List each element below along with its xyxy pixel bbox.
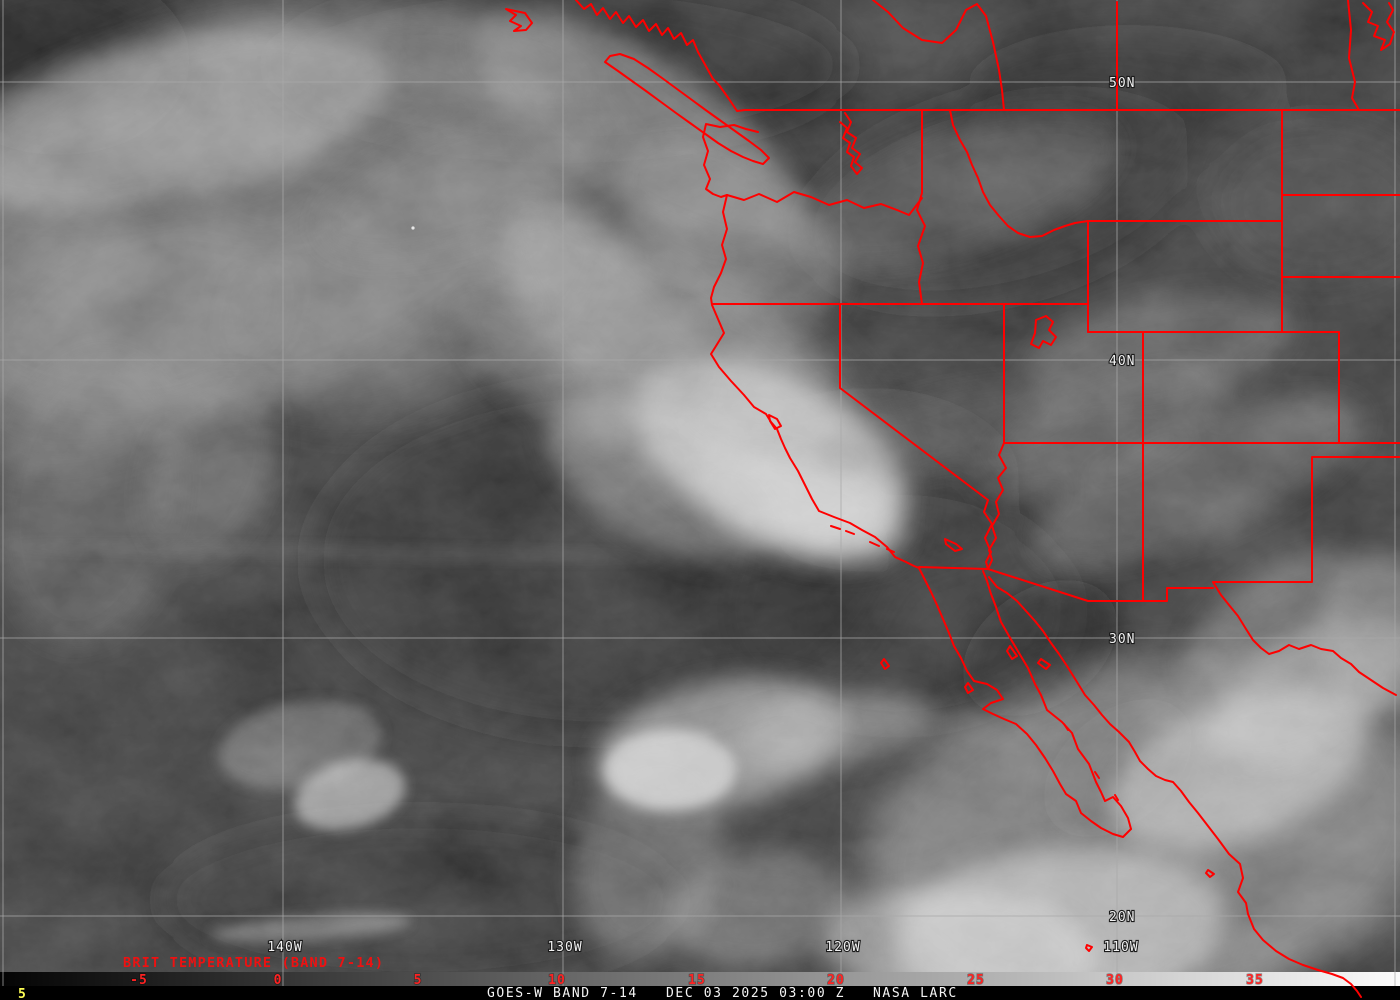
colorbar-tick: 20 <box>827 973 845 988</box>
colorbar-tick: 5 <box>414 973 423 988</box>
lat-label-30n: 30N <box>1109 632 1135 647</box>
washington-coastline <box>702 123 759 198</box>
colorbar-tick: 30 <box>1106 973 1124 988</box>
lon-label-140w: 140W <box>267 940 302 955</box>
lat-label-50n: 50N <box>1109 76 1135 91</box>
footer-caption: GOES-W BAND 7-14 DEC 03 2025 03:00 Z NAS… <box>487 986 958 1000</box>
salton-sea-outline <box>944 538 963 552</box>
colorbar-tick: 0 <box>274 973 283 988</box>
lon-label-110w: 110W <box>1103 940 1138 955</box>
washington-idaho-border <box>916 109 926 305</box>
saskatchewan-manitoba-line <box>1347 0 1360 111</box>
footer-corner-label: 5 <box>18 987 26 1000</box>
colorbar-strip <box>0 972 1400 986</box>
puget-sound-outline <box>839 112 863 175</box>
colorbar-tick-labels: -5 0 5 10 15 20 25 30 35 <box>129 972 1264 989</box>
colorbar-title: BRIT TEMPERATURE (BAND 7-14) <box>123 955 384 971</box>
bc-islands-outline <box>505 8 533 32</box>
vancouver-island-outline <box>604 53 770 165</box>
footer-source-label: NASA LARC <box>873 986 958 1000</box>
colorbar-tick: 10 <box>548 973 566 988</box>
sf-bay-outline <box>768 414 782 430</box>
colorbar-tick: 35 <box>1246 973 1264 988</box>
geographic-boundaries <box>505 0 1400 998</box>
rio-grande-border <box>1212 581 1397 696</box>
colorado-river-border <box>987 442 1007 570</box>
great-salt-lake-outline <box>1030 315 1057 349</box>
mexico-mainland-coastline <box>988 576 1362 998</box>
california-nevada-border <box>839 303 993 570</box>
baja-west-coastline <box>918 567 1132 838</box>
lon-label-120w: 120W <box>825 940 860 955</box>
gulf-islands-outline <box>1006 645 1119 801</box>
bc-alberta-line <box>872 0 1005 111</box>
montana-idaho-border <box>949 109 1089 238</box>
colorbar-tick: 15 <box>688 973 706 988</box>
colorbar-tick: 25 <box>967 973 985 988</box>
footer-product-label: GOES-W BAND 7-14 <box>487 986 638 1000</box>
texas-newmexico-border <box>1212 456 1400 583</box>
baja-east-coastline <box>982 570 1132 830</box>
lon-label-130w: 130W <box>547 940 582 955</box>
cedros-island-outline <box>964 682 974 694</box>
tres-marias-island-outline <box>1205 869 1215 878</box>
lat-label-40n: 40N <box>1109 354 1135 369</box>
lat-label-20n: 20N <box>1109 910 1135 925</box>
socorro-island-outline <box>1085 944 1093 952</box>
footer-bar <box>0 986 1400 1000</box>
longitude-labels: 140W 130W 120W 110W <box>266 939 1139 956</box>
footer-timestamp-label: DEC 03 2025 03:00 Z <box>666 986 845 1000</box>
manitoba-lakes-outline <box>1362 2 1395 51</box>
us-mexico-border <box>918 566 1214 602</box>
bc-fjord-coastline <box>575 0 746 112</box>
guadalupe-island-outline <box>880 658 890 670</box>
channel-islands-outline <box>830 525 895 553</box>
colorbar-tick: -5 <box>130 973 148 988</box>
columbia-river-border <box>726 191 923 216</box>
latitude-labels: 50N 40N 30N 20N <box>1108 75 1136 926</box>
